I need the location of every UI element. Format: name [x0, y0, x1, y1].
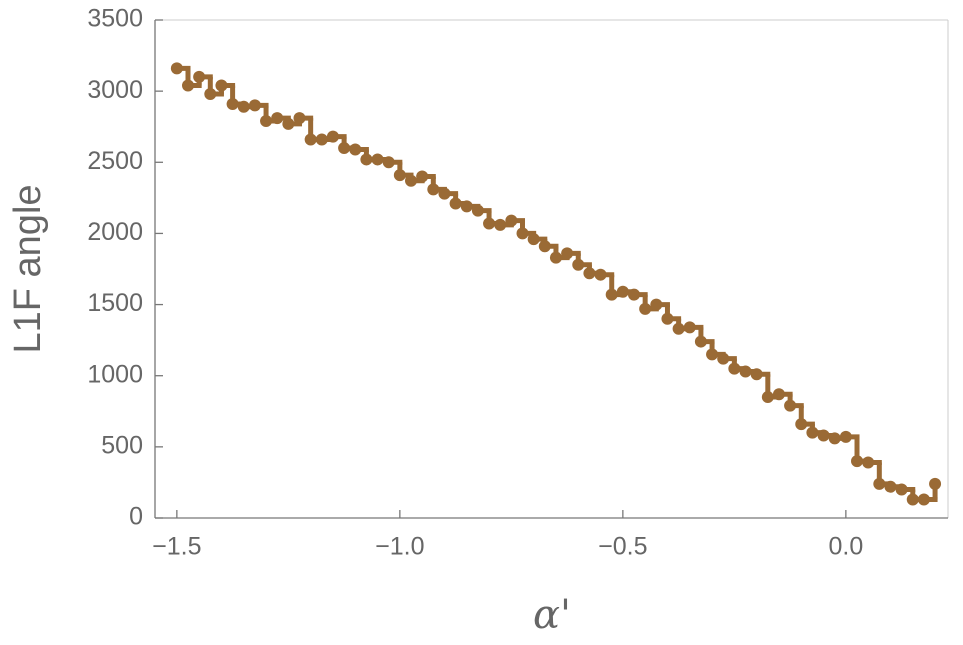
- point: [304, 133, 317, 146]
- point: [427, 183, 440, 196]
- point: [851, 455, 864, 468]
- point: [315, 133, 328, 146]
- point: [772, 388, 785, 401]
- point: [182, 79, 195, 92]
- y-tick-label: 2500: [87, 147, 143, 175]
- point: [583, 267, 596, 280]
- point: [750, 368, 763, 381]
- point: [338, 142, 351, 155]
- point: [527, 233, 540, 246]
- point: [349, 143, 362, 156]
- point: [405, 174, 418, 187]
- point: [449, 197, 462, 210]
- point: [193, 70, 206, 83]
- point: [650, 298, 663, 311]
- point: [806, 426, 819, 439]
- point: [795, 418, 808, 431]
- point: [628, 288, 641, 301]
- y-tick-label: 3000: [87, 76, 143, 104]
- point: [561, 247, 574, 260]
- point: [683, 321, 696, 334]
- point: [494, 218, 507, 231]
- point: [360, 153, 373, 166]
- point: [784, 399, 797, 412]
- point: [728, 362, 741, 375]
- point: [170, 62, 183, 75]
- point: [483, 217, 496, 230]
- point: [460, 200, 473, 213]
- point: [471, 204, 484, 217]
- point: [929, 477, 942, 490]
- point: [895, 483, 908, 496]
- point: [549, 251, 562, 264]
- point: [237, 100, 250, 113]
- point: [817, 429, 830, 442]
- point: [371, 153, 384, 166]
- x-tick-label: −1.0: [375, 533, 424, 561]
- point: [416, 170, 429, 183]
- point: [215, 79, 228, 92]
- point: [917, 493, 930, 506]
- point: [226, 97, 239, 110]
- y-tick-label: 2000: [87, 218, 143, 246]
- x-tick-label: 0.0: [828, 533, 863, 561]
- point: [248, 99, 261, 112]
- y-tick-label: 1000: [87, 360, 143, 388]
- point: [873, 477, 886, 490]
- y-tick-label: 500: [101, 431, 143, 459]
- point: [694, 335, 707, 348]
- point: [438, 187, 451, 200]
- point: [326, 130, 339, 143]
- point: [862, 456, 875, 469]
- point: [605, 288, 618, 301]
- point: [594, 268, 607, 281]
- point: [839, 430, 852, 443]
- point: [616, 285, 629, 298]
- point: [393, 169, 406, 182]
- point: [271, 112, 284, 125]
- x-axis-title: α': [533, 592, 571, 638]
- point: [282, 117, 295, 130]
- y-axis-title: L1F angle: [7, 184, 49, 353]
- point: [572, 258, 585, 271]
- point: [505, 214, 518, 227]
- point: [204, 87, 217, 100]
- point: [717, 352, 730, 365]
- point: [672, 322, 685, 335]
- point: [382, 156, 395, 169]
- point: [761, 391, 774, 404]
- y-tick-label: 1500: [87, 289, 143, 317]
- point: [884, 480, 897, 493]
- point: [516, 227, 529, 240]
- point: [828, 432, 841, 445]
- point: [260, 115, 273, 128]
- point: [739, 365, 752, 378]
- point: [639, 302, 652, 315]
- x-tick-label: −0.5: [598, 533, 647, 561]
- x-tick-label: −1.5: [152, 533, 201, 561]
- y-tick-label: 0: [129, 503, 143, 531]
- point: [906, 493, 919, 506]
- point: [706, 348, 719, 361]
- point: [661, 312, 674, 325]
- point: [538, 240, 551, 253]
- point: [293, 112, 306, 125]
- y-tick-label: 3500: [87, 5, 143, 33]
